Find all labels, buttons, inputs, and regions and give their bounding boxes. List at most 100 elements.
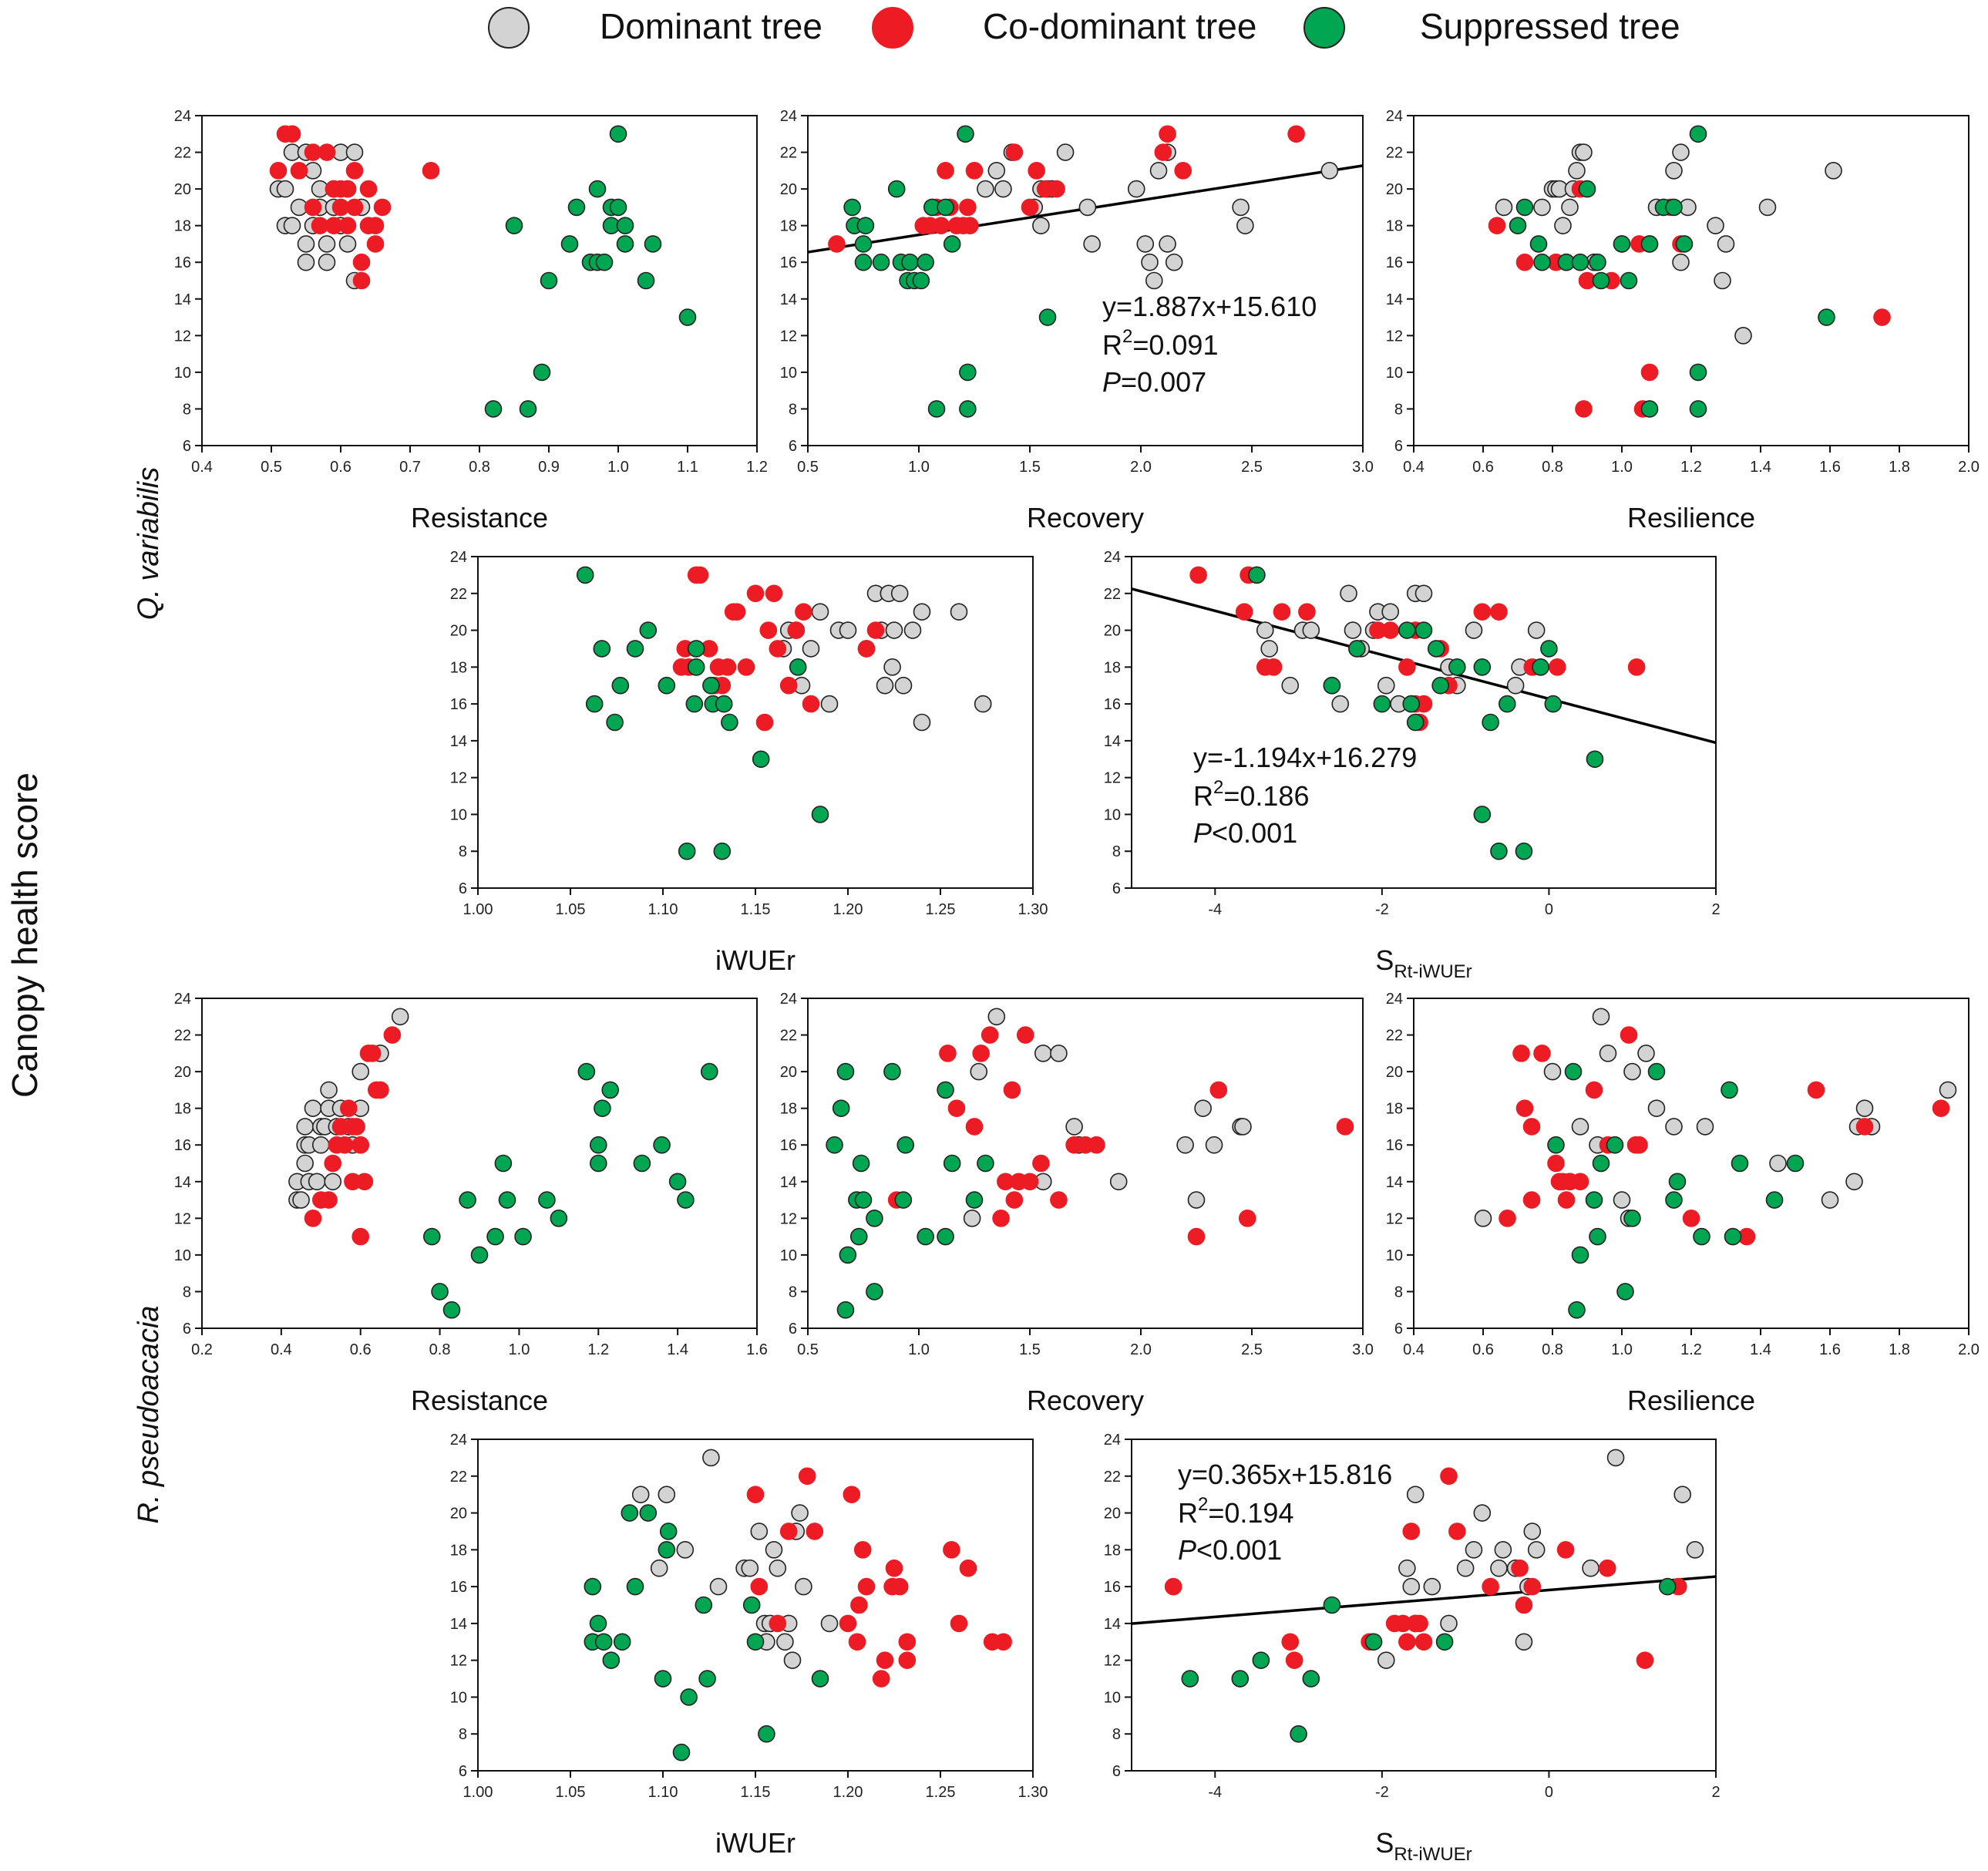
data-point xyxy=(746,1486,765,1503)
data-point xyxy=(1260,640,1278,658)
data-point xyxy=(691,566,709,584)
data-point xyxy=(621,1504,639,1522)
data-point xyxy=(345,198,364,217)
data-point xyxy=(459,1191,476,1209)
data-point xyxy=(616,235,634,253)
data-point xyxy=(876,676,894,695)
y-tick-label: 22 xyxy=(1104,1469,1121,1486)
y-tick-label: 22 xyxy=(450,1469,467,1486)
y-tick-label: 8 xyxy=(183,401,191,418)
data-point xyxy=(1440,1467,1458,1486)
data-point xyxy=(611,676,630,695)
data-point xyxy=(276,180,294,198)
data-point xyxy=(1065,1118,1083,1136)
data-point xyxy=(1248,566,1266,584)
data-point xyxy=(324,1173,342,1191)
data-point xyxy=(802,695,820,713)
species-label-rp: R. pseudoacacia xyxy=(133,1305,165,1523)
data-point xyxy=(644,235,662,253)
y-tick-label: 18 xyxy=(1104,659,1121,676)
data-point xyxy=(1145,271,1163,290)
data-point xyxy=(937,1227,954,1246)
data-point xyxy=(589,1614,607,1633)
y-tick-label: 8 xyxy=(1112,1726,1121,1743)
data-point xyxy=(741,1559,759,1577)
x-tick-label: 1.30 xyxy=(1018,1784,1048,1801)
data-point xyxy=(588,180,607,198)
data-point xyxy=(1323,1596,1341,1614)
data-point xyxy=(1164,1577,1182,1596)
regression-r2: R2=0.194 xyxy=(1178,1494,1293,1529)
data-point xyxy=(1533,253,1551,271)
data-point xyxy=(676,1541,695,1559)
data-point xyxy=(589,1154,607,1173)
data-point xyxy=(519,400,537,418)
data-point xyxy=(1571,1173,1589,1191)
data-point xyxy=(609,198,627,217)
plot-frame xyxy=(1131,1439,1717,1772)
data-point xyxy=(1578,180,1596,198)
data-point xyxy=(779,676,798,695)
data-point xyxy=(1431,676,1449,695)
data-point xyxy=(894,676,913,695)
y-tick-label: 10 xyxy=(1104,1689,1121,1706)
data-point xyxy=(1571,253,1589,271)
data-point xyxy=(1398,621,1416,639)
regression-r2: R2=0.091 xyxy=(1102,326,1218,361)
data-point xyxy=(339,1099,358,1117)
x-tick-label: 2.0 xyxy=(1130,459,1152,476)
data-point xyxy=(843,198,861,217)
y-tick-label: 8 xyxy=(459,1726,467,1743)
data-point xyxy=(1236,217,1254,234)
data-point xyxy=(715,695,733,713)
data-point xyxy=(943,235,961,253)
data-point xyxy=(1529,235,1548,253)
data-point xyxy=(1176,1136,1194,1154)
x-tick-label: 3.0 xyxy=(1352,459,1374,476)
data-point xyxy=(1589,1227,1606,1246)
data-point xyxy=(1231,1670,1250,1688)
y-tick-label: 22 xyxy=(780,1028,797,1045)
panel-rp-recovery: 6 8 10 12 14 16 18 20 22 24 0.5 1.0 1.5 2.0 2.5 3.0 Reco… xyxy=(780,991,1374,1416)
data-point xyxy=(352,253,371,271)
data-point xyxy=(737,658,755,676)
data-point xyxy=(550,1210,568,1227)
data-point xyxy=(1658,1577,1677,1596)
data-point xyxy=(1527,1541,1546,1559)
data-point xyxy=(1606,1136,1624,1154)
data-point xyxy=(1523,1577,1542,1596)
data-point xyxy=(885,1559,903,1577)
data-point xyxy=(709,1577,728,1596)
y-tick-label: 6 xyxy=(183,1321,191,1338)
data-point xyxy=(994,180,1012,198)
data-point xyxy=(1406,1486,1425,1503)
data-point xyxy=(1005,143,1024,161)
y-tick-label: 18 xyxy=(1104,1542,1121,1559)
data-point xyxy=(1515,1633,1533,1651)
y-tick-label: 14 xyxy=(450,1616,467,1633)
data-point xyxy=(296,1118,315,1136)
data-point xyxy=(1488,217,1506,234)
x-tick-label: 1.8 xyxy=(1889,1341,1910,1358)
data-point xyxy=(1194,1099,1212,1117)
data-point xyxy=(1448,1523,1466,1540)
data-point xyxy=(917,1227,934,1246)
x-tick-label: 2.0 xyxy=(1958,1341,1980,1358)
y-tick-label: 10 xyxy=(780,365,797,382)
x-tick-label: 1.2 xyxy=(587,1341,609,1358)
x-tick-label: 1.00 xyxy=(463,1784,493,1801)
y-tick-label: 18 xyxy=(1386,1101,1403,1118)
regression-p-value: P<0.001 xyxy=(1193,817,1297,849)
data-point xyxy=(1765,1191,1784,1209)
data-point xyxy=(355,1173,374,1191)
data-point xyxy=(345,143,364,161)
data-point xyxy=(857,1577,876,1596)
data-point xyxy=(832,1099,850,1117)
y-tick-label: 12 xyxy=(1104,770,1121,787)
x-tick-label: 1.10 xyxy=(648,1784,678,1801)
y-tick-label: 18 xyxy=(450,1542,467,1559)
data-point xyxy=(959,1559,977,1577)
x-tick-label: 1.6 xyxy=(1819,1341,1841,1358)
regression-line xyxy=(1131,1575,1717,1625)
data-point xyxy=(758,1725,775,1743)
